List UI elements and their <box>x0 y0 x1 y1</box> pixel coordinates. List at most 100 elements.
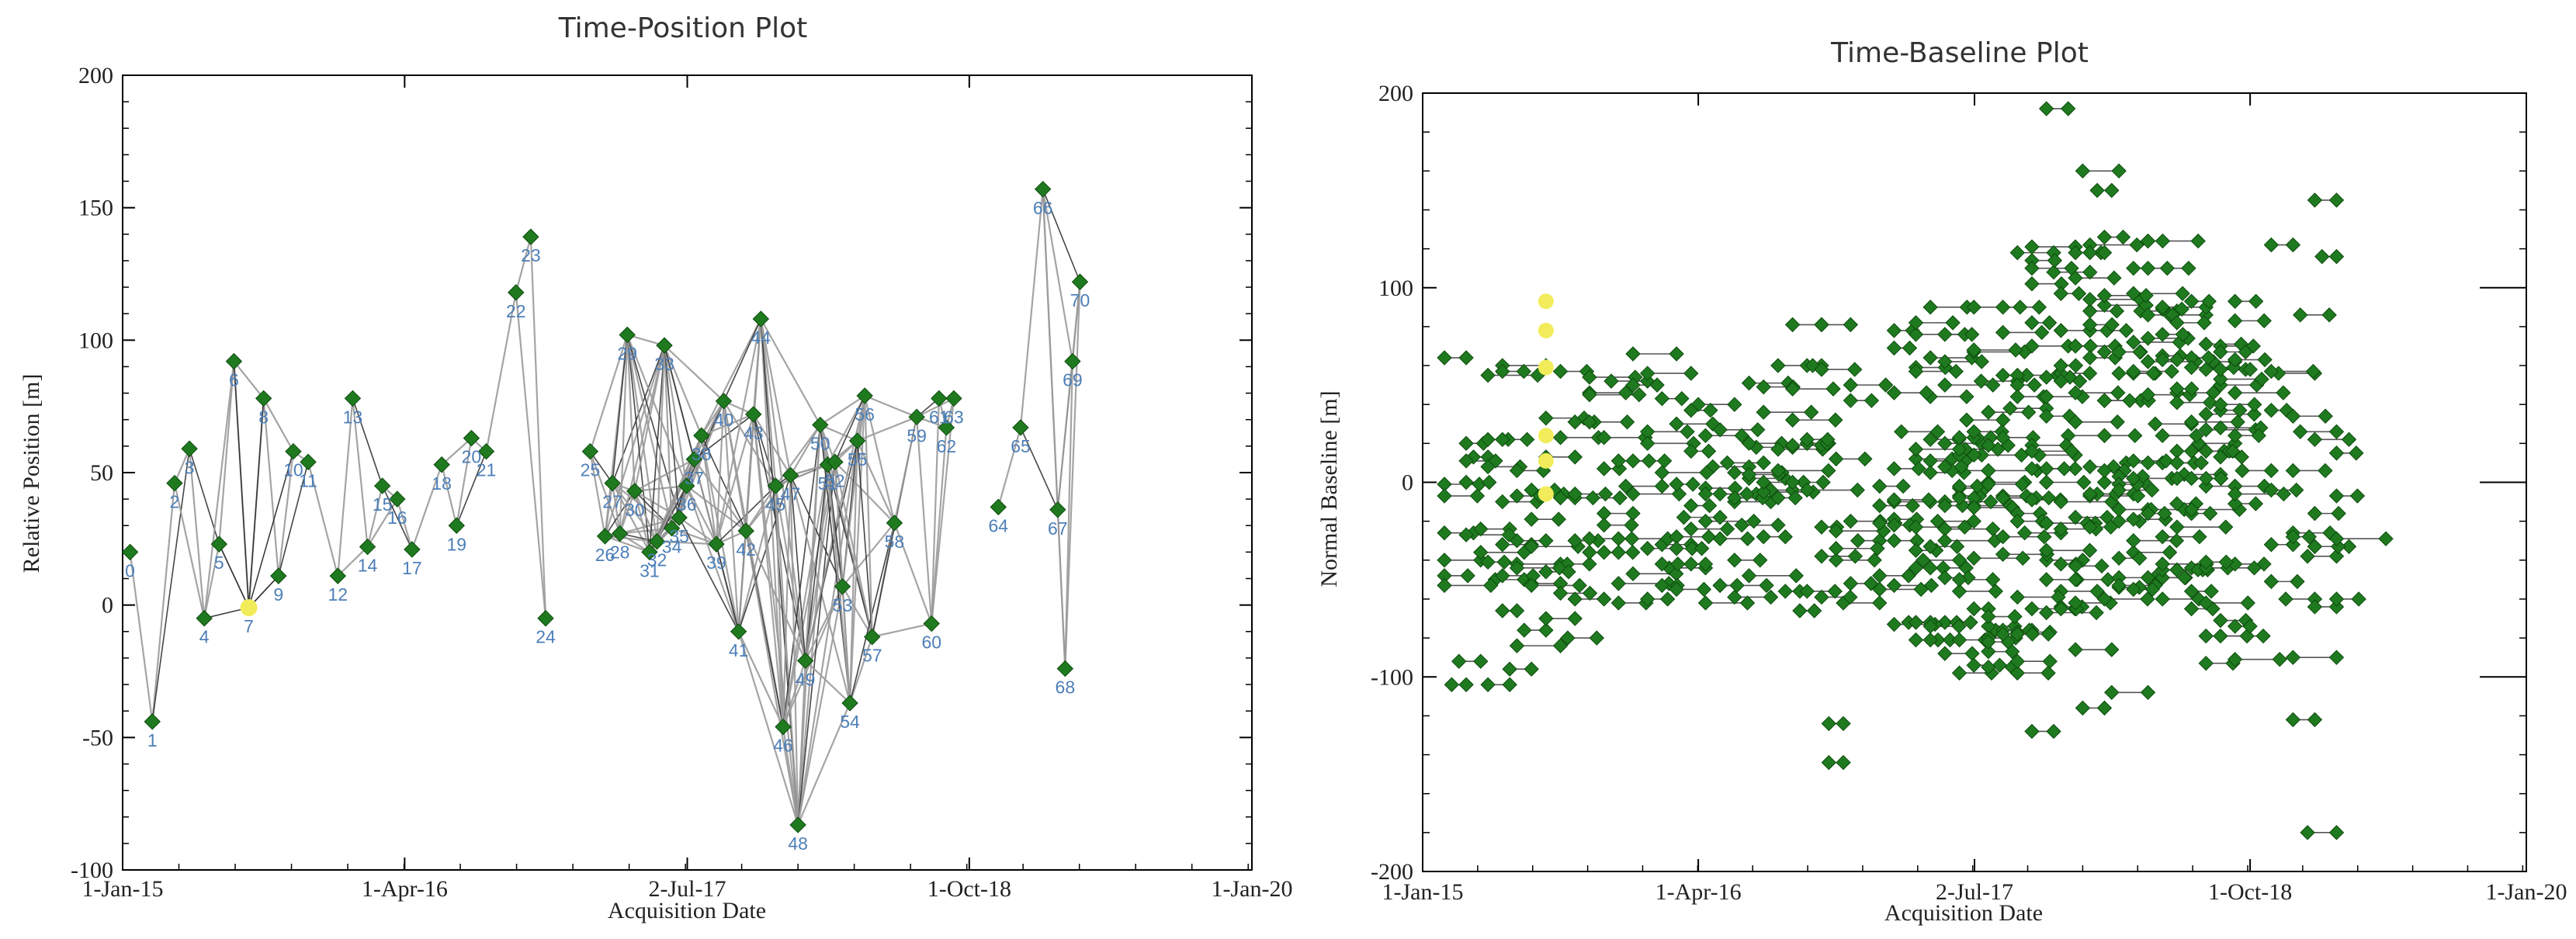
right-x-axis: 1-Jan-15 1-Apr-16 2-Jul-17 1-Oct-18 1-Jan-20 <box>1382 93 2567 905</box>
reference-point-marker <box>240 599 258 617</box>
pair-point-start <box>2155 428 2170 444</box>
pair-point-start <box>2183 501 2200 518</box>
pair-point-start <box>1473 521 1489 537</box>
pair-point-end <box>2201 293 2217 310</box>
pair-point-start <box>1784 317 1801 333</box>
connection-line <box>716 543 740 632</box>
connection-line <box>775 486 785 727</box>
connection-line <box>589 334 629 452</box>
pair-point-end <box>1538 533 1554 549</box>
point-label: 1 <box>147 730 158 750</box>
pair-point-end <box>2328 549 2345 564</box>
pair-point-start <box>2111 366 2127 381</box>
pair-point-end <box>2349 488 2366 504</box>
point-marker <box>708 535 725 553</box>
point-marker <box>121 543 139 561</box>
pair-point-start <box>2024 492 2040 508</box>
pair-point-start <box>2046 264 2061 280</box>
point-marker <box>300 453 317 471</box>
pair-point-end <box>2328 650 2345 665</box>
pair-point-end <box>2020 404 2037 420</box>
pair-point-end <box>1923 577 1940 594</box>
pair-point-start <box>2328 445 2345 461</box>
pair-point-end <box>1458 677 1474 692</box>
pair-point-end <box>2218 519 2234 535</box>
pair-point-start <box>2213 612 2228 629</box>
pair-point-end <box>1746 513 1762 529</box>
point-marker <box>477 442 495 460</box>
pair-point-start <box>1981 438 1996 453</box>
pair-point-end <box>2225 443 2241 459</box>
pair-point-end <box>2060 101 2076 116</box>
pair-point-start <box>1828 541 1844 556</box>
pair-point-end <box>1820 431 1836 448</box>
pair-point-start <box>1697 595 1714 611</box>
pair-point-start <box>1741 466 1757 483</box>
reference-line <box>233 361 250 608</box>
pair-point-start <box>1995 626 2011 642</box>
pair-point-start <box>2227 496 2243 511</box>
pair-point-end <box>1597 486 1614 502</box>
pair-point-end <box>2071 286 2087 301</box>
point-marker <box>329 567 347 584</box>
pair-point-end <box>1954 459 1969 475</box>
pair-point-start <box>1654 465 1670 480</box>
pair-point-end <box>2042 653 2058 669</box>
point-label: 44 <box>751 327 771 348</box>
pair-point-end <box>1624 517 1639 533</box>
pair-point-end <box>2276 385 2291 400</box>
pair-point-start <box>2024 443 2040 459</box>
connection-line <box>352 398 383 487</box>
pair-point-start <box>2155 300 2170 315</box>
pair-point-start <box>2096 393 2113 408</box>
pair-point-end <box>1787 490 1803 506</box>
pair-point-start <box>1639 541 1656 556</box>
pair-point-start <box>1734 517 1749 533</box>
pair-point-end <box>1945 315 1961 331</box>
point-marker <box>990 498 1007 516</box>
connection-line <box>775 485 806 661</box>
connection-line <box>611 483 621 534</box>
connection-line <box>612 482 673 529</box>
connection-line <box>737 631 785 728</box>
pair-point-end <box>2232 403 2248 418</box>
pair-point-end <box>2068 358 2084 373</box>
point-label: 36 <box>677 494 697 515</box>
connection-line <box>626 334 673 528</box>
pair-point-start <box>1524 482 1539 498</box>
pair-point-start <box>1639 591 1656 607</box>
pair-point-start <box>1922 350 1938 366</box>
connection-line <box>700 435 718 545</box>
point-label: 21 <box>477 460 497 480</box>
pair-point-end <box>2190 233 2206 249</box>
pair-point-start <box>1444 677 1460 692</box>
x-tick-label: 1-Jan-20 <box>2486 879 2567 905</box>
pair-point-end <box>1739 531 1756 546</box>
pair-point-start <box>1480 431 1496 448</box>
pair-point-start <box>1697 486 1714 502</box>
pair-point-start <box>1951 442 1968 457</box>
connection-line <box>841 522 896 587</box>
point-label: 5 <box>214 553 224 573</box>
pair-point-start <box>2082 317 2098 333</box>
connection-line <box>664 345 702 436</box>
pair-point-start <box>1886 533 1902 549</box>
pair-point-start <box>2169 394 2185 411</box>
point-marker <box>812 416 829 434</box>
pair-point-start <box>2213 449 2228 465</box>
pair-point-start <box>1966 447 1981 463</box>
pair-point-end <box>1895 478 1911 494</box>
pair-point-start <box>2213 371 2228 387</box>
pair-point-start <box>2038 369 2054 385</box>
point-marker <box>144 713 161 730</box>
left-chart-title: Time-Position Plot <box>558 12 808 44</box>
pair-point-end <box>2096 700 2113 716</box>
pair-point-start <box>1502 661 1517 677</box>
pair-point-start <box>1654 577 1670 594</box>
connection-line <box>745 530 799 826</box>
pair-point-start <box>2068 558 2083 574</box>
pair-point-start <box>2213 362 2228 377</box>
point-label: 50 <box>810 434 830 454</box>
pair-point-end <box>2301 529 2317 545</box>
